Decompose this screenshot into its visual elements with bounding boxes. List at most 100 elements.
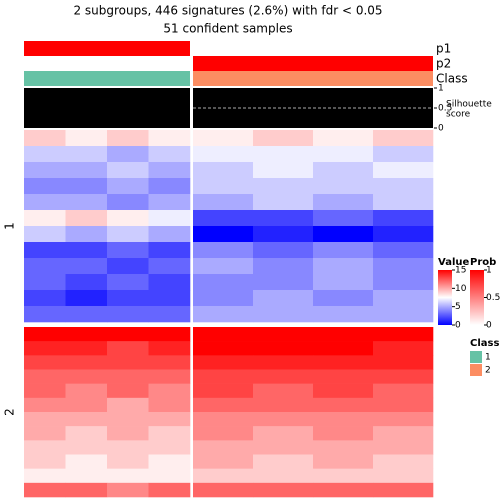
heatmap-cell — [148, 178, 191, 195]
heatmap-cell — [313, 397, 374, 413]
heatmap-cell — [373, 383, 434, 399]
heatmap-cell — [24, 242, 66, 259]
heatmap-cell — [107, 162, 149, 179]
legend-swatch — [470, 364, 482, 376]
heatmap-cell — [65, 146, 108, 163]
heatmap-cell — [373, 274, 434, 291]
legend-title: Class — [470, 338, 499, 349]
heatmap-cell — [313, 162, 374, 179]
heatmap-cell — [24, 454, 66, 469]
heatmap-cell — [313, 146, 374, 163]
legend-label: 1 — [485, 353, 491, 363]
heatmap-cell — [193, 306, 254, 323]
chart-subtitle: 51 confident samples — [163, 22, 292, 36]
heatmap-cell — [148, 258, 191, 275]
heatmap-cell — [193, 397, 254, 413]
heatmap-cell — [373, 258, 434, 275]
heatmap-cell — [193, 146, 254, 163]
heatmap-cell — [373, 355, 434, 370]
heatmap-cell — [373, 454, 434, 469]
heatmap-cell — [148, 306, 191, 323]
annotation-label: Class — [436, 72, 468, 86]
heatmap-cell — [253, 355, 314, 370]
heatmap-cell — [253, 397, 314, 413]
heatmap-cell — [373, 162, 434, 179]
heatmap-cell — [193, 162, 254, 179]
legend-tick-label: 1 — [486, 266, 492, 276]
heatmap-cell — [65, 482, 108, 498]
heatmap-cell — [107, 440, 149, 455]
heatmap-cell — [65, 468, 108, 484]
heatmap-cell — [24, 306, 66, 323]
heatmap-cell — [193, 426, 254, 441]
heatmap-cell — [373, 290, 434, 307]
class-bar — [193, 71, 433, 86]
heatmap-cell — [148, 369, 191, 384]
heatmap-cell — [65, 130, 108, 147]
heatmap-cell — [65, 341, 108, 356]
heatmap-cell — [107, 426, 149, 441]
heatmap-cell — [193, 327, 254, 342]
heatmap-cell — [193, 412, 254, 427]
heatmap-cell — [65, 242, 108, 259]
heatmap-cell — [148, 226, 191, 243]
heatmap-cell — [253, 194, 314, 211]
heatmap-cell — [65, 178, 108, 195]
heatmap-cell — [313, 242, 374, 259]
heatmap-cell — [193, 130, 254, 147]
heatmap-cell — [65, 426, 108, 441]
heatmap-cell — [107, 178, 149, 195]
heatmap-cell — [373, 440, 434, 455]
legend-label: 2 — [485, 366, 491, 376]
heatmap-cell — [373, 178, 434, 195]
heatmap-cell — [193, 274, 254, 291]
heatmap-cell — [253, 242, 314, 259]
heatmap-cell — [65, 355, 108, 370]
prob-colorbar — [470, 270, 484, 325]
p2-bar — [24, 56, 190, 71]
heatmap-cell — [24, 194, 66, 211]
heatmap-cell — [65, 226, 108, 243]
heatmap-cell — [148, 146, 191, 163]
heatmap-cell — [107, 383, 149, 399]
heatmap-cell — [253, 274, 314, 291]
heatmap-cell — [107, 482, 149, 498]
heatmap-cell — [107, 468, 149, 484]
heatmap-cell — [253, 178, 314, 195]
heatmap-cell — [373, 226, 434, 243]
heatmap-cell — [193, 482, 254, 498]
heatmap-cell — [313, 290, 374, 307]
heatmap-cell — [373, 306, 434, 323]
legend-tick-label: 10 — [455, 284, 467, 294]
heatmap-cell — [193, 290, 254, 307]
heatmap-cell — [148, 130, 191, 147]
heatmap-cell — [313, 482, 374, 498]
heatmap-cell — [253, 454, 314, 469]
heatmap-cell — [193, 468, 254, 484]
heatmap-cell — [193, 341, 254, 356]
heatmap-cell — [148, 290, 191, 307]
heatmap-cell — [313, 454, 374, 469]
heatmap-cell — [24, 341, 66, 356]
silhouette-tick-label: 0.5 — [438, 104, 452, 114]
annotation-label: p2 — [436, 57, 451, 71]
p1-bar — [24, 41, 190, 56]
heatmap-cell — [148, 162, 191, 179]
heatmap-cell — [373, 397, 434, 413]
silhouette-bar — [24, 88, 190, 128]
heatmap-cell — [24, 397, 66, 413]
legend-tick-label: 15 — [455, 266, 466, 276]
heatmap-cell — [313, 130, 374, 147]
heatmap-cell — [193, 178, 254, 195]
heatmap-cell — [373, 130, 434, 147]
heatmap-cell — [107, 290, 149, 307]
legend-title: Value — [438, 257, 469, 268]
heatmap-cell — [253, 468, 314, 484]
heatmap-cell — [24, 412, 66, 427]
heatmap-cell — [148, 397, 191, 413]
heatmap-cell — [193, 226, 254, 243]
heatmap-cell — [148, 440, 191, 455]
heatmap-cell — [65, 290, 108, 307]
heatmap-cell — [313, 226, 374, 243]
